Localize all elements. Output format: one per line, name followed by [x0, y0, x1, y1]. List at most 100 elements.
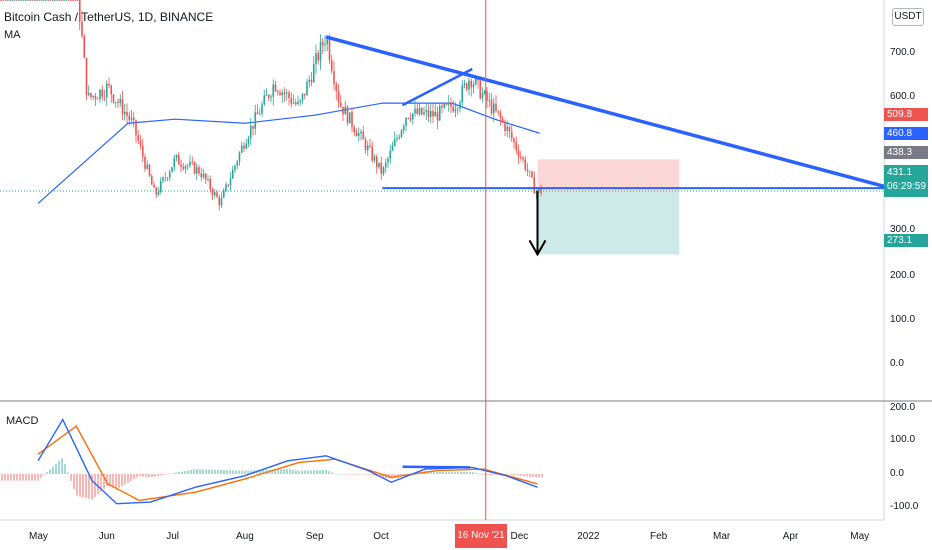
macd-histogram-bar — [31, 474, 33, 481]
macd-histogram-bar — [43, 474, 45, 475]
macd-histogram-bar — [76, 474, 78, 496]
macd-histogram-bar — [313, 470, 315, 474]
macd-histogram-bar — [88, 474, 90, 499]
candle-body — [384, 162, 387, 168]
macd-histogram-bar — [367, 474, 369, 475]
crosshair-date-label: 16 Nov '21 — [455, 524, 507, 548]
macd-histogram-bar — [352, 474, 354, 475]
macd-histogram-bar — [340, 473, 342, 475]
macd-histogram-bar — [58, 461, 60, 474]
candle-body — [256, 112, 259, 115]
macd-histogram-bar — [94, 474, 96, 497]
macd-histogram-bar — [13, 474, 15, 481]
candle-body — [328, 39, 331, 61]
candle-body — [72, 0, 74, 1]
macd-histogram-bar — [199, 469, 201, 474]
time-tick-label: 2022 — [577, 531, 600, 542]
candle-body — [166, 177, 169, 179]
candle-body — [231, 169, 234, 179]
macd-histogram-bar — [208, 469, 210, 474]
macd-histogram-bar — [274, 469, 276, 474]
macd-histogram-bar — [457, 471, 459, 474]
macd-histogram-bar — [289, 469, 291, 474]
macd-histogram-bar — [124, 474, 126, 485]
candle-body — [315, 53, 317, 65]
macd-histogram-bar — [196, 469, 198, 474]
candle-body — [225, 184, 227, 191]
macd-histogram-bar — [436, 471, 438, 474]
macd-histogram-bar — [229, 470, 231, 474]
macd-histogram-bar — [37, 474, 39, 481]
candle-body — [382, 167, 385, 174]
candle-body — [317, 53, 320, 61]
macd-histogram-bar — [529, 474, 531, 477]
candle-body — [472, 84, 475, 88]
candle-body — [465, 83, 468, 90]
macd-histogram-bar — [469, 471, 471, 474]
candle-body — [339, 102, 342, 107]
candle-body — [191, 161, 194, 163]
candle-body — [258, 113, 261, 115]
candle-body — [357, 133, 360, 137]
candle-body — [447, 102, 450, 105]
candle-body — [227, 184, 230, 186]
macd-histogram-bar — [244, 470, 246, 474]
time-tick-label: Aug — [236, 531, 254, 542]
candle-body — [425, 110, 428, 113]
candle-body — [180, 164, 182, 167]
macd-histogram-bar — [214, 469, 216, 474]
candle-body — [378, 162, 380, 168]
macd-histogram-bar — [220, 469, 222, 474]
candle-body — [9, 0, 11, 1]
candle-body — [360, 131, 362, 134]
ma-price-tag: 509.8 — [884, 108, 928, 121]
candle-body — [51, 0, 54, 1]
candle-body — [272, 84, 275, 97]
candle-body — [533, 177, 536, 194]
candle-body — [333, 71, 335, 84]
currency-selector[interactable]: USDT — [892, 8, 924, 26]
macd-histogram-bar — [127, 474, 129, 483]
candle-body — [204, 173, 207, 180]
macd-histogram-bar — [82, 474, 84, 498]
candle-body — [182, 166, 185, 169]
macd-divergence-line — [402, 465, 471, 469]
candle-body — [436, 112, 439, 121]
macd-histogram-bar — [442, 471, 444, 474]
macd-histogram-bar — [187, 470, 189, 474]
candle-body — [353, 127, 356, 133]
candle-body — [355, 132, 358, 137]
candle-body — [83, 35, 86, 58]
macd-histogram-bar — [382, 474, 384, 478]
macd-histogram-bar — [34, 474, 36, 481]
candle-body — [292, 102, 295, 104]
macd-histogram-bar — [190, 469, 192, 474]
macd-histogram-bar — [541, 474, 543, 478]
candle-body — [200, 173, 203, 178]
candle-body — [389, 150, 392, 159]
macd-histogram-bar — [160, 474, 162, 476]
macd-indicator-label[interactable]: MACD — [6, 415, 39, 427]
macd-histogram-bar — [217, 469, 219, 474]
candle-body — [405, 118, 407, 126]
candle-body — [186, 165, 189, 167]
candle-body — [238, 152, 241, 162]
macd-histogram-bar — [295, 470, 297, 474]
candle-body — [33, 0, 36, 1]
ma-indicator-label[interactable]: MA — [4, 29, 21, 41]
macd-histogram-bar — [445, 471, 447, 474]
macd-histogram-bar — [508, 474, 510, 475]
macd-histogram-bar — [241, 470, 243, 474]
macd-histogram-bar — [517, 474, 519, 476]
macd-histogram-bar — [130, 474, 132, 481]
candle-body — [508, 126, 511, 132]
macd-histogram-bar — [178, 472, 180, 474]
candle-body — [283, 92, 286, 94]
stop-loss-zone — [537, 159, 680, 191]
macd-histogram-bar — [133, 474, 135, 480]
macd-histogram-bar — [490, 474, 492, 475]
time-tick-label: Oct — [373, 531, 389, 542]
macd-histogram-bar — [181, 471, 183, 474]
macd-histogram-bar — [262, 469, 264, 474]
